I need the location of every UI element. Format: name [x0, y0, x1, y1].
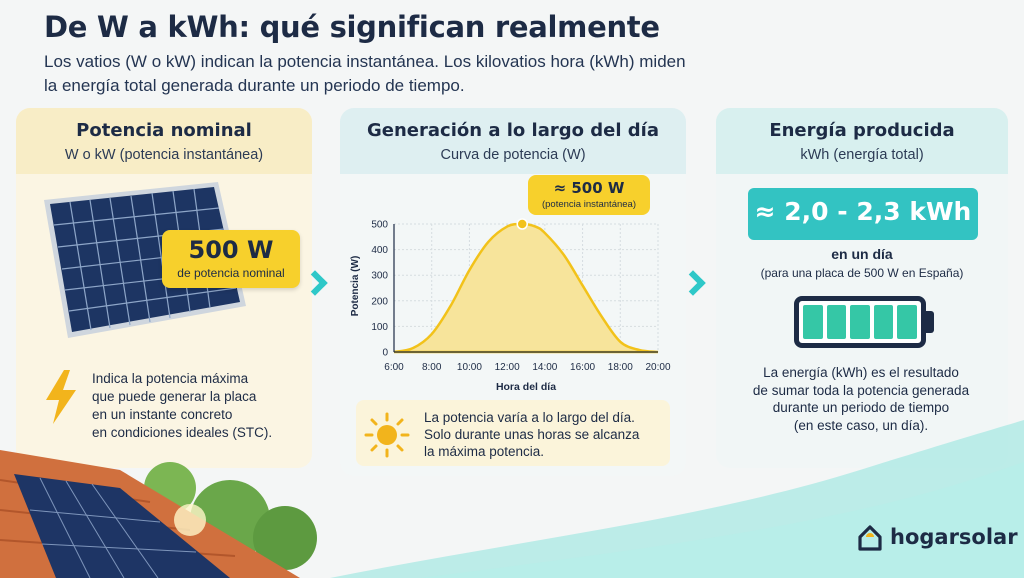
card-title: Energía producida: [769, 120, 955, 141]
subtitle-line: la energía total generada durante un per…: [44, 76, 465, 95]
power-curve-chart: 0 100 200 300 400 500 6:00 8:00 10:00 12:00 14:00 1…: [350, 218, 671, 393]
sun-icon: [364, 412, 410, 458]
y-axis-label: Potencia (W): [350, 256, 361, 317]
energy-description: La energía (kWh) es el resultado de suma…: [730, 364, 992, 434]
lightning-icon: [46, 370, 76, 424]
y-tick-label: 300: [371, 271, 388, 282]
energy-kwh-badge: ≈ 2,0 - 2,3 kWh: [748, 188, 978, 240]
card-header: Generación a lo largo del día Curva de p…: [340, 108, 686, 174]
rooftop-solar-illustration: [0, 450, 317, 578]
card-subtitle: Curva de potencia (W): [440, 147, 586, 163]
peak-power-badge: ≈ 500 W (potencia instantánea): [528, 175, 650, 215]
battery-cell: [897, 305, 917, 339]
desc-line: en condiciones ideales (STC).: [92, 425, 273, 440]
desc-line: la máxima potencia.: [424, 444, 545, 459]
card-energy-produced: Energía producida kWh (energía total): [716, 108, 1008, 468]
card-subtitle: kWh (energía total): [800, 147, 924, 163]
battery-cell: [850, 305, 870, 339]
page-title: De W a kWh: qué significan realmente: [44, 10, 660, 44]
page-subtitle: Los vatios (W o kW) indican la potencia …: [44, 50, 804, 98]
desc-line: La potencia varía a lo largo del día.: [424, 410, 635, 425]
nominal-power-badge: 500 W de potencia nominal: [162, 230, 300, 288]
card-subtitle: W o kW (potencia instantánea): [64, 147, 264, 163]
brand-name: hogarsolar: [890, 525, 1018, 549]
y-tick-label: 500: [371, 220, 388, 231]
desc-line: que puede generar la placa: [92, 389, 257, 404]
solar-panel-illustration: [44, 182, 246, 338]
desc-line: durante un periodo de tiempo: [772, 400, 950, 415]
nominal-power-value: 500 W: [188, 236, 274, 264]
y-tick-label: 200: [371, 296, 388, 307]
peak-point: [516, 218, 528, 230]
desc-line: de sumar toda la potencia generada: [752, 382, 970, 398]
x-tick-label: 18:00: [608, 362, 633, 373]
brand-logo: hogarsolar: [856, 523, 1018, 551]
power-curve-area: [393, 222, 659, 354]
x-tick-label: 14:00: [532, 362, 557, 373]
x-tick-label: 16:00: [570, 362, 595, 373]
card-header: Energía producida kWh (energía total): [716, 108, 1008, 174]
peak-power-value: ≈ 500 W: [553, 179, 625, 197]
card-title: Potencia nominal: [76, 120, 252, 141]
nominal-power-label: de potencia nominal: [177, 266, 285, 280]
card-header: Potencia nominal W o kW (potencia instan…: [16, 108, 312, 174]
x-axis-label: Hora del día: [496, 381, 556, 393]
x-tick-label: 6:00: [384, 362, 404, 373]
card-title: Generación a lo largo del día: [367, 120, 659, 141]
x-tick-label: 8:00: [422, 362, 442, 373]
y-tick-label: 100: [371, 322, 388, 333]
x-tick-label: 20:00: [645, 362, 670, 373]
generation-description: La potencia varía a lo largo del día. So…: [424, 409, 654, 460]
peak-power-label: (potencia instantánea): [541, 199, 636, 210]
battery-tip: [926, 311, 934, 333]
y-tick-label: 400: [371, 245, 388, 256]
desc-line: (en este caso, un día).: [793, 417, 929, 433]
desc-line: en un instante concreto: [92, 407, 233, 422]
desc-line: Solo durante unas horas se alcanza: [424, 427, 640, 442]
in-a-day-note: (para una placa de 500 W en España): [760, 266, 964, 280]
desc-line: Indica la potencia máxima: [92, 371, 249, 386]
battery-cell: [873, 305, 894, 339]
nominal-description: Indica la potencia máxima que puede gene…: [92, 370, 292, 442]
x-tick-label: 10:00: [457, 362, 482, 373]
in-a-day-label: en un día: [831, 246, 893, 262]
y-tick-label: 0: [382, 348, 388, 359]
desc-line: La energía (kWh) es el resultado: [763, 365, 959, 380]
x-tick-label: 12:00: [495, 362, 520, 373]
subtitle-line: Los vatios (W o kW) indican la potencia …: [44, 52, 686, 71]
battery-cell: [826, 305, 847, 339]
house-logo-icon: [858, 525, 882, 551]
battery-icon: [794, 296, 926, 348]
energy-kwh-value: ≈ 2,0 - 2,3 kWh: [754, 197, 972, 226]
battery-cell: [803, 305, 823, 339]
